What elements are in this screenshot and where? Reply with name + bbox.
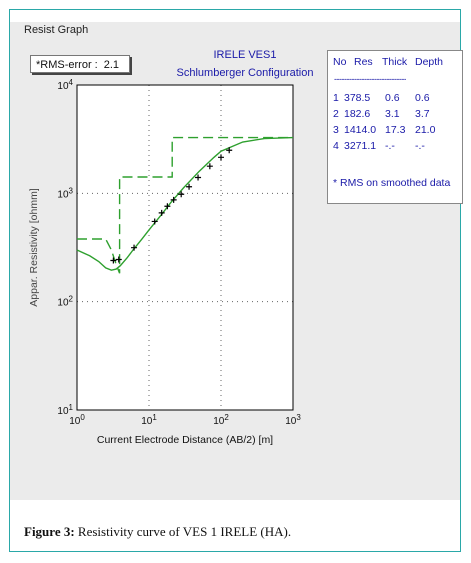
x-tick-label: 103 [285,413,301,427]
layer-res: 378.5 [344,92,371,104]
layer-model-line [77,136,293,274]
layer-no: 4 [333,140,339,152]
y-tick-label: 101 [57,403,73,417]
x-axis-label: Current Electrode Distance (AB/2) [m] [97,434,273,446]
layer-res: 1414.0 [344,124,377,136]
chart-title-line2: Schlumberger Configuration [176,67,314,79]
x-tick-label: 102 [213,413,229,427]
y-tick-label: 102 [57,295,73,309]
layer-no: 3 [333,124,339,136]
layer-thick: -.- [385,140,395,152]
data-point-marker [206,163,213,170]
data-point-marker [151,218,158,225]
chart-title-line1: IRELE VES1 [213,49,277,61]
data-point-marker [170,196,177,203]
rms-error-label: *RMS-error : [36,59,98,71]
header-depth: Depth [415,56,444,68]
layer-row: 4 3271.1 -.- -.- [328,140,462,153]
layer-res: 182.6 [344,108,371,120]
data-point-marker [131,244,138,251]
header-res: Res [354,56,373,68]
layer-thick: 17.3 [385,124,406,136]
y-tick-label: 103 [57,186,73,200]
caption-text: Resistivity curve of VES 1 IRELE (HA). [77,524,292,539]
data-point-marker [178,191,185,198]
rms-note: * RMS on smoothed data [333,177,451,189]
y-axis-label: Appar. Resistivity [ohmm] [28,188,40,307]
rms-error-value: 2.1 [103,59,120,71]
rms-error-box: *RMS-error : 2.1 [30,55,130,73]
layer-row: 1 378.5 0.6 0.6 [328,92,462,105]
header-divider: ----------------------------------------… [334,74,406,84]
data-point-marker [195,174,202,181]
plot-frame [76,84,294,411]
layer-table: No Res Thick Depth ---------------------… [327,50,463,204]
x-tick-label: 101 [141,413,157,427]
data-point-marker [158,209,165,216]
layer-row: 2 182.6 3.1 3.7 [328,108,462,121]
data-point-marker [110,257,117,264]
layer-table-header: No Res Thick Depth [328,56,462,69]
data-point-marker [226,147,233,154]
data-point-marker [164,203,171,210]
layer-depth: 0.6 [415,92,430,104]
layer-thick: 3.1 [385,108,400,120]
layer-depth: -.- [415,140,425,152]
layer-res: 3271.1 [344,140,377,152]
layer-row: 3 1414.0 17.3 21.0 [328,124,462,137]
layer-no: 1 [333,92,339,104]
x-tick-label: 100 [69,413,85,427]
calculated-curve [76,136,294,271]
data-point-marker [218,154,224,161]
caption-label: Figure 3: [24,524,75,539]
layer-depth: 21.0 [415,124,436,136]
data-point-marker [186,183,193,190]
header-thick: Thick [382,56,408,68]
header-no: No [333,56,347,68]
layer-no: 2 [333,108,339,120]
window-title: Resist Graph [24,24,89,36]
data-point-marker [115,256,122,263]
layer-thick: 0.6 [385,92,400,104]
y-tick-label: 104 [57,78,73,92]
figure-caption: Figure 3: Resistivity curve of VES 1 IRE… [24,524,291,540]
layer-depth: 3.7 [415,108,430,120]
